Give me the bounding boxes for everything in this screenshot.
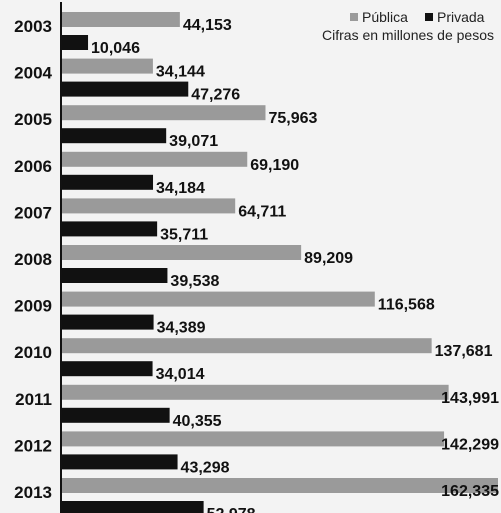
y-tick-label-2012: 2012: [14, 436, 52, 455]
y-tick-label-2004: 2004: [14, 64, 52, 83]
data-label-privada-2009: 34,389: [157, 320, 206, 337]
data-label-privada-2008: 39,538: [170, 273, 219, 290]
data-label-privada-2003: 10,046: [91, 40, 140, 57]
data-label-publica-2011: 143,991: [441, 390, 499, 407]
legend-label-publica: Pública: [362, 9, 408, 25]
data-label-publica-2007: 64,711: [238, 203, 286, 220]
bar-privada-2011: [61, 407, 170, 423]
data-label-privada-2004: 47,276: [191, 87, 240, 104]
y-tick-label-2011: 2011: [15, 390, 52, 409]
data-label-publica-2013: 162,335: [441, 483, 499, 500]
y-tick-label-2005: 2005: [14, 110, 52, 129]
y-tick-label-2007: 2007: [14, 203, 52, 222]
bar-privada-2010: [61, 361, 153, 377]
y-tick-label-2008: 2008: [14, 250, 52, 269]
data-label-publica-2004: 34,144: [156, 64, 205, 81]
bar-publica-2011: [61, 384, 449, 400]
bar-privada-2005: [61, 128, 167, 144]
labels-layer: 2003 44,153 10,046 2004 34,144 47,276 2005 75,9…: [14, 17, 499, 513]
bar-publica-2006: [61, 151, 248, 167]
bar-privada-2003: [61, 35, 89, 50]
bar-publica-2003: [61, 12, 180, 27]
data-label-privada-2006: 34,184: [156, 180, 205, 197]
data-label-publica-2006: 69,190: [250, 157, 299, 174]
data-label-privada-2013: 52,978: [207, 506, 256, 513]
bar-publica-2012: [61, 431, 445, 447]
bar-privada-2006: [61, 174, 154, 190]
bar-publica-2013: [61, 478, 498, 493]
bar-privada-2012: [61, 454, 178, 470]
y-tick-label-2009: 2009: [14, 297, 52, 316]
y-tick-label-2013: 2013: [14, 483, 52, 502]
data-label-publica-2009: 116,568: [378, 297, 435, 314]
bar-publica-2007: [61, 198, 236, 214]
data-label-privada-2007: 35,711: [160, 226, 208, 243]
bar-privada-2008: [61, 268, 168, 283]
data-label-privada-2012: 43,298: [181, 459, 230, 476]
y-tick-label-2006: 2006: [14, 157, 52, 176]
units-note: Cifras en millones de pesos: [322, 27, 494, 43]
data-label-publica-2012: 142,299: [441, 436, 499, 453]
data-label-publica-2010: 137,681: [435, 343, 493, 360]
bars-layer: [61, 12, 498, 513]
bar-publica-2004: [61, 58, 153, 74]
y-tick-label-2003: 2003: [14, 17, 52, 36]
y-tick-label-2010: 2010: [14, 343, 52, 362]
data-label-privada-2011: 40,355: [173, 413, 222, 430]
bar-publica-2010: [61, 338, 432, 354]
legend-swatch-publica: [350, 13, 358, 21]
data-label-publica-2005: 75,963: [268, 110, 317, 127]
data-label-publica-2003: 44,153: [183, 17, 232, 34]
data-label-privada-2005: 39,071: [169, 133, 218, 150]
bar-privada-2004: [61, 81, 189, 97]
bar-publica-2009: [61, 291, 375, 307]
bar-privada-2009: [61, 314, 154, 330]
bar-publica-2005: [61, 105, 266, 121]
data-label-privada-2010: 34,014: [156, 366, 205, 383]
bar-privada-2013: [61, 501, 204, 513]
data-label-publica-2008: 89,209: [304, 250, 353, 267]
legend-swatch-privada: [425, 13, 433, 21]
legend-label-privada: Privada: [437, 9, 485, 25]
bar-publica-2008: [61, 245, 302, 260]
legend: Pública Privada Cifras en millones de pe…: [322, 9, 494, 43]
bar-privada-2007: [61, 221, 158, 237]
